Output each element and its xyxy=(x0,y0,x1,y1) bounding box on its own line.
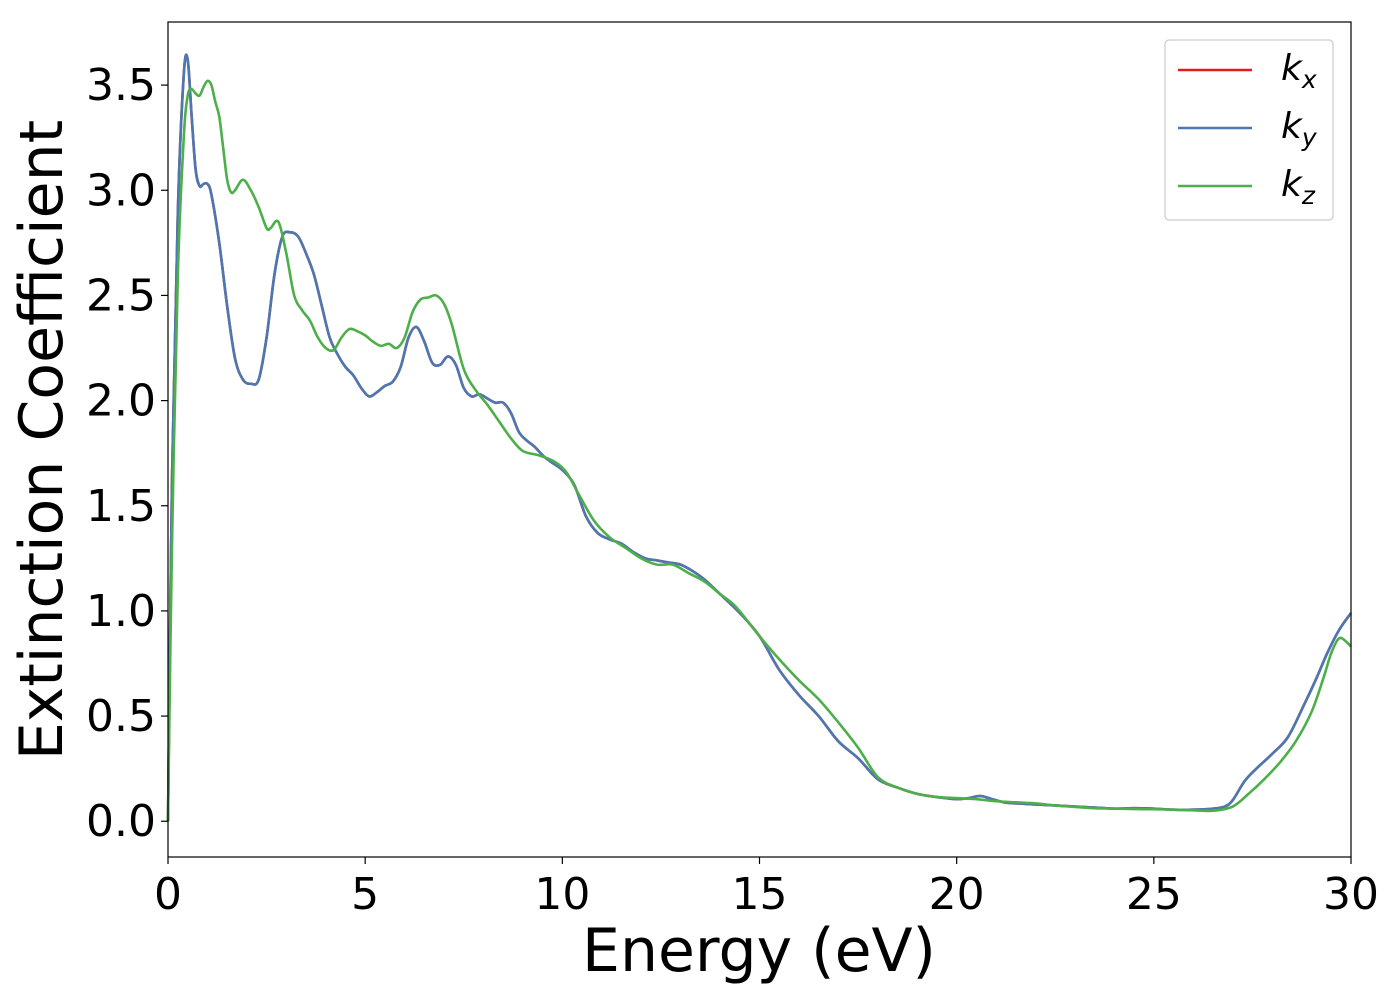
legend-label-base: k xyxy=(1281,106,1304,147)
legend-label-base: k xyxy=(1281,48,1304,89)
legend-label-subscript: z xyxy=(1301,181,1316,210)
y-tick-label: 1.0 xyxy=(86,586,156,637)
series-line-kz xyxy=(166,79,1352,822)
y-tick-label: 3.5 xyxy=(86,60,156,111)
y-axis-label: Extinction Coefficient xyxy=(7,120,77,760)
series-layer xyxy=(166,53,1353,822)
y-tick-label: 1.5 xyxy=(86,481,156,532)
legend-label-ky: ky xyxy=(1281,106,1318,152)
x-tick-label: 25 xyxy=(1126,869,1182,920)
x-tick-label: 20 xyxy=(929,869,985,920)
y-tick-label: 2.0 xyxy=(86,376,156,427)
y-tick-label: 0.0 xyxy=(86,796,156,847)
legend-box xyxy=(1164,39,1334,221)
y-tick-label: 3.0 xyxy=(86,165,156,216)
x-tick-label: 30 xyxy=(1323,869,1379,920)
y-axis-ticks: 0.0 0.5 1.0 1.5 2.0 2.5 3.0 3.5 xyxy=(86,60,168,847)
y-tick-label: 2.5 xyxy=(86,270,156,321)
y-tick-label: 0.5 xyxy=(86,691,156,742)
legend-label-subscript: y xyxy=(1301,123,1318,152)
legend-label-kx: kx xyxy=(1281,48,1317,94)
legend-label-base: k xyxy=(1281,164,1304,205)
x-tick-label: 10 xyxy=(534,869,590,920)
legend-label-kz: kz xyxy=(1281,164,1316,210)
legend-label-subscript: x xyxy=(1301,65,1317,94)
x-axis-label: Energy (eV) xyxy=(582,916,936,986)
x-tick-label: 5 xyxy=(351,869,379,920)
x-axis-ticks: 0 5 10 15 20 25 30 xyxy=(154,857,1379,920)
x-tick-label: 0 xyxy=(154,869,182,920)
x-tick-label: 15 xyxy=(732,869,788,920)
